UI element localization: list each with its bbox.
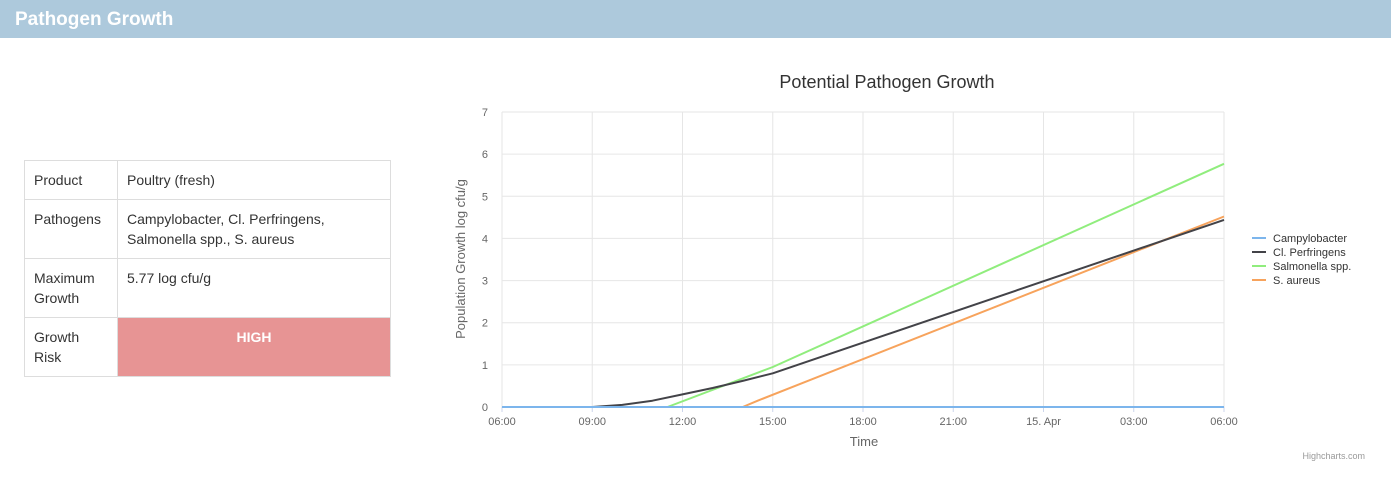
x-tick-label: 15:00 bbox=[759, 416, 787, 428]
y-axis-label: Population Growth log cfu/g bbox=[453, 179, 468, 339]
page-title: Pathogen Growth bbox=[15, 9, 174, 30]
chart-legend[interactable]: Campylobacter Cl. Perfringens Salmonella s… bbox=[1252, 233, 1351, 287]
legend-label: S. aureus bbox=[1273, 275, 1321, 287]
y-tick-label: 6 bbox=[482, 149, 488, 161]
chart-title: Potential Pathogen Growth bbox=[779, 72, 994, 92]
info-table: Product Poultry (fresh) Pathogens Campyl… bbox=[24, 160, 391, 377]
x-tick-label: 15. Apr bbox=[1026, 416, 1061, 428]
table-row: Pathogens Campylobacter, Cl. Perfringens… bbox=[24, 199, 391, 259]
y-axis-ticks: 0 1 2 3 4 5 6 7 bbox=[482, 107, 488, 414]
x-tick-label: 03:00 bbox=[1120, 416, 1148, 428]
page-header: Pathogen Growth bbox=[0, 0, 1391, 38]
x-tick-label: 09:00 bbox=[578, 416, 606, 428]
legend-item[interactable]: S. aureus bbox=[1252, 275, 1321, 287]
table-row: Growth Risk HIGH bbox=[24, 317, 391, 377]
legend-label: Cl. Perfringens bbox=[1273, 247, 1346, 259]
growth-risk-badge: HIGH bbox=[117, 317, 391, 377]
legend-label: Campylobacter bbox=[1273, 233, 1347, 245]
y-tick-label: 2 bbox=[482, 318, 488, 330]
product-label: Product bbox=[24, 160, 118, 200]
maximum-growth-label: Maximum Growth bbox=[24, 258, 118, 318]
maximum-growth-value: 5.77 log cfu/g bbox=[117, 258, 391, 318]
chart-container: Potential Pathogen Growth 0 1 2 3 4 5 6 7 06:00… bbox=[440, 60, 1391, 480]
pathogens-label: Pathogens bbox=[24, 199, 118, 259]
x-axis-ticks: 06:00 09:00 12:00 15:00 18:00 21:00 15. Apr 03:… bbox=[488, 416, 1238, 428]
x-tick-label: 06:00 bbox=[488, 416, 516, 428]
table-row: Maximum Growth 5.77 log cfu/g bbox=[24, 258, 391, 318]
x-tick-label: 18:00 bbox=[849, 416, 877, 428]
growth-risk-label: Growth Risk bbox=[24, 317, 118, 377]
chart-grid bbox=[501, 111, 1225, 412]
product-value: Poultry (fresh) bbox=[117, 160, 391, 200]
x-tick-label: 21:00 bbox=[939, 416, 967, 428]
x-axis-label: Time bbox=[850, 434, 878, 449]
legend-item[interactable]: Salmonella spp. bbox=[1252, 261, 1351, 273]
table-row: Product Poultry (fresh) bbox=[24, 160, 391, 200]
pathogen-growth-chart: Potential Pathogen Growth 0 1 2 3 4 5 6 7 06:00… bbox=[453, 72, 1365, 461]
x-tick-label: 06:00 bbox=[1210, 416, 1238, 428]
legend-label: Salmonella spp. bbox=[1273, 261, 1351, 273]
legend-item[interactable]: Cl. Perfringens bbox=[1252, 247, 1346, 259]
legend-item[interactable]: Campylobacter bbox=[1252, 233, 1347, 245]
y-tick-label: 4 bbox=[482, 233, 488, 245]
y-tick-label: 7 bbox=[482, 107, 488, 119]
chart-series bbox=[502, 162, 1225, 408]
pathogens-value: Campylobacter, Cl. Perfringens, Salmonel… bbox=[117, 199, 391, 259]
y-tick-label: 3 bbox=[482, 276, 488, 288]
y-tick-label: 1 bbox=[482, 360, 488, 372]
credits-link[interactable]: Highcharts.com bbox=[1302, 451, 1365, 461]
y-tick-label: 0 bbox=[482, 402, 488, 414]
x-tick-label: 12:00 bbox=[669, 416, 697, 428]
y-tick-label: 5 bbox=[482, 191, 488, 203]
